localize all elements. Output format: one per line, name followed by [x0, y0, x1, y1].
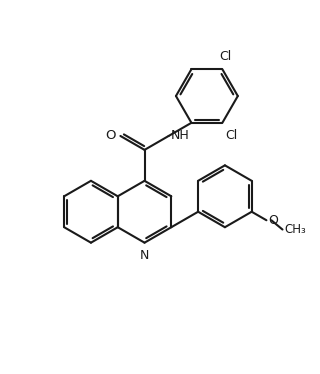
- Text: Cl: Cl: [219, 50, 231, 63]
- Text: O: O: [268, 214, 278, 227]
- Text: N: N: [140, 249, 149, 263]
- Text: CH₃: CH₃: [284, 223, 306, 236]
- Text: Cl: Cl: [225, 129, 237, 142]
- Text: NH: NH: [171, 129, 190, 142]
- Text: O: O: [105, 129, 116, 142]
